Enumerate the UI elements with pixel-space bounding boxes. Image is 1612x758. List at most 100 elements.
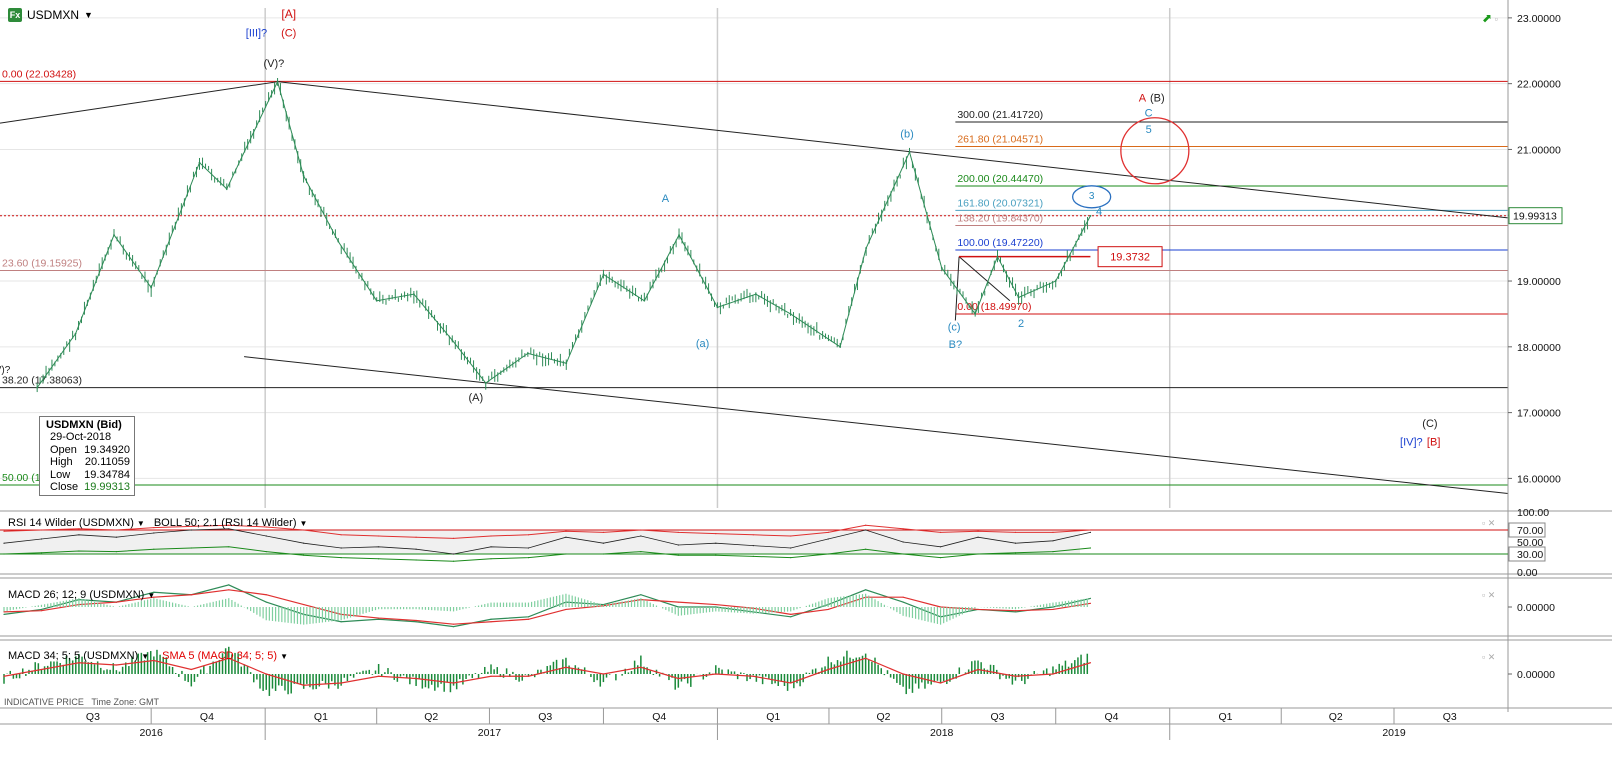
boll-indicator-label[interactable]: BOLL 50; 2.1 (RSI 14 Wilder) xyxy=(153,517,297,529)
target-circle xyxy=(1072,185,1112,209)
level-label: 200.00 (20.44470) xyxy=(957,173,1043,185)
wave-label: C xyxy=(1145,108,1153,120)
chevron-down-icon[interactable]: ▼ xyxy=(299,518,308,528)
info-value: 20.11059 xyxy=(84,456,130,469)
sma-line-point xyxy=(827,668,829,671)
x-quarter-label: Q1 xyxy=(1218,711,1232,723)
boll-lower-line-point xyxy=(452,560,455,562)
rsi-line-point xyxy=(1052,540,1054,542)
macd-line xyxy=(3,584,1091,628)
sma-indicator-label[interactable]: SMA 5 (MACD 34; 5; 5) xyxy=(162,650,278,662)
boll-upper-line-point xyxy=(790,535,792,537)
rsi-indicator-label[interactable]: RSI 14 Wilder (USDMXN) xyxy=(8,517,134,529)
boll-lower-line-point xyxy=(153,548,155,550)
sma-line-point xyxy=(1089,662,1092,664)
main-plot: 0.00 (22.03428) 300.00 (21.41720) 261.80 (… xyxy=(0,8,1508,508)
rsi-line-point xyxy=(303,542,305,544)
macd2-panel-controls[interactable]: ▫ ✕ xyxy=(1482,652,1495,663)
boll-upper-line-point xyxy=(452,537,455,540)
boll-upper-line-point xyxy=(977,530,979,532)
signal-line-point xyxy=(303,603,305,606)
level-label: 300.00 (21.41720) xyxy=(957,109,1043,121)
timezone-label: Time Zone: GMT xyxy=(91,697,160,707)
rsi-panel-label[interactable]: RSI 14 Wilder (USDMXN) ▼ BOLL 50; 2.1 (RS… xyxy=(8,517,307,529)
wave-label: (C) xyxy=(1422,418,1437,430)
last-price-label: 19.99313 xyxy=(1513,211,1557,223)
rsi-line-point xyxy=(565,536,567,538)
boll-upper-line-point xyxy=(153,527,155,529)
chevron-down-icon[interactable]: ▼ xyxy=(136,518,145,528)
rsi-panel-controls[interactable]: ▫ ✕ xyxy=(1482,518,1495,529)
macd2-panel-label[interactable]: MACD 34; 5; 5 (USDMXN) ▼ SMA 5 (MACD 34; … xyxy=(8,650,288,662)
info-key: Low xyxy=(50,468,71,481)
wave-label: [IV]? xyxy=(1400,437,1423,449)
signal-line-point xyxy=(977,608,979,611)
macd-line-point xyxy=(1089,597,1092,600)
sma-line-point xyxy=(640,666,642,668)
close-icon[interactable]: ✕ xyxy=(1487,518,1496,528)
rsi-tick-label: 100.00 xyxy=(1517,507,1549,519)
signal-line-point xyxy=(1052,608,1054,611)
boll-lower-line-point xyxy=(490,558,492,560)
boll-upper-line-point xyxy=(115,529,117,531)
y-tick-label: 19.00000 xyxy=(1517,276,1561,288)
x-quarter-label: Q1 xyxy=(766,711,780,723)
close-icon[interactable]: ✕ xyxy=(1487,590,1496,600)
rsi-line-point xyxy=(490,546,492,548)
ohlc-info-box: USDMXN (Bid) 29-Oct-2018 Open 19.34920 Hi… xyxy=(39,416,135,496)
symbol-label[interactable]: USDMXN xyxy=(27,8,80,22)
y-tick-label: 17.00000 xyxy=(1517,408,1561,420)
macd-panel-label[interactable]: MACD 26; 12; 9 (USDMXN) ▼ xyxy=(8,589,155,601)
signal-line-point xyxy=(3,611,5,613)
panel-restore-icon[interactable]: ▫ xyxy=(1482,652,1486,662)
boll-lower-line xyxy=(3,546,1091,562)
signal-line-point xyxy=(827,608,829,611)
rsi-line-point xyxy=(190,529,192,531)
panel-restore-icon[interactable]: ▫ xyxy=(1482,590,1486,600)
rsi-level-tag xyxy=(1508,546,1546,562)
boll-lower-line-point xyxy=(78,550,80,552)
chevron-down-icon[interactable]: ▼ xyxy=(147,590,156,600)
macd-line-point xyxy=(153,591,155,593)
boll-upper-line-point xyxy=(228,524,230,526)
chevron-down-icon[interactable]: ▼ xyxy=(141,651,150,661)
close-icon[interactable]: ✕ xyxy=(1487,652,1496,662)
macd-line-point xyxy=(452,626,455,628)
sma-line-point xyxy=(40,668,43,671)
macd-panel-controls[interactable]: ▫ ✕ xyxy=(1482,590,1495,601)
rsi-line-point xyxy=(790,547,792,549)
macd2-indicator-label[interactable]: MACD 34; 5; 5 (USDMXN) xyxy=(8,650,139,662)
rsi-line-point xyxy=(827,538,829,540)
symbol-header[interactable]: Fx USDMXN ▼ xyxy=(8,8,93,22)
rsi-line-point xyxy=(40,538,43,540)
macd-line-point xyxy=(1014,611,1017,613)
panel-window-controls[interactable]: ⬈ ▫ xyxy=(1482,11,1498,25)
trend-icon[interactable]: ⬈ xyxy=(1482,11,1493,25)
chevron-down-icon[interactable]: ▼ xyxy=(84,10,93,20)
signal-line-point xyxy=(40,610,43,612)
signal-line-point xyxy=(677,601,679,603)
wave-label: 5 xyxy=(1146,124,1152,136)
rsi-line-point xyxy=(415,548,417,550)
level-label: 0.00 (22.03428) xyxy=(2,68,76,80)
panel-minimize-icon[interactable]: ▫ xyxy=(1494,14,1498,24)
sma-line-point xyxy=(1014,675,1017,677)
rsi-line-point xyxy=(939,546,942,548)
sma-line-point xyxy=(378,675,380,677)
macd-indicator-label[interactable]: MACD 26; 12; 9 (USDMXN) xyxy=(8,589,145,601)
signal-line-point xyxy=(715,603,717,606)
signal-line-point xyxy=(902,596,904,598)
panel-restore-icon[interactable]: ▫ xyxy=(1482,518,1486,528)
macd-line-point xyxy=(865,589,867,591)
sma-line-point xyxy=(602,673,605,675)
rsi-line-point xyxy=(715,542,717,544)
signal-line-point xyxy=(265,594,267,596)
macd-line-point xyxy=(902,601,904,603)
rsi-line xyxy=(3,528,1091,555)
boll-lower-line-point xyxy=(827,553,829,555)
chevron-down-icon[interactable]: ▼ xyxy=(280,651,288,661)
boll-upper-line xyxy=(3,524,1091,539)
wave-label: 4 xyxy=(1096,206,1102,218)
boll-upper-line-point xyxy=(303,529,305,531)
